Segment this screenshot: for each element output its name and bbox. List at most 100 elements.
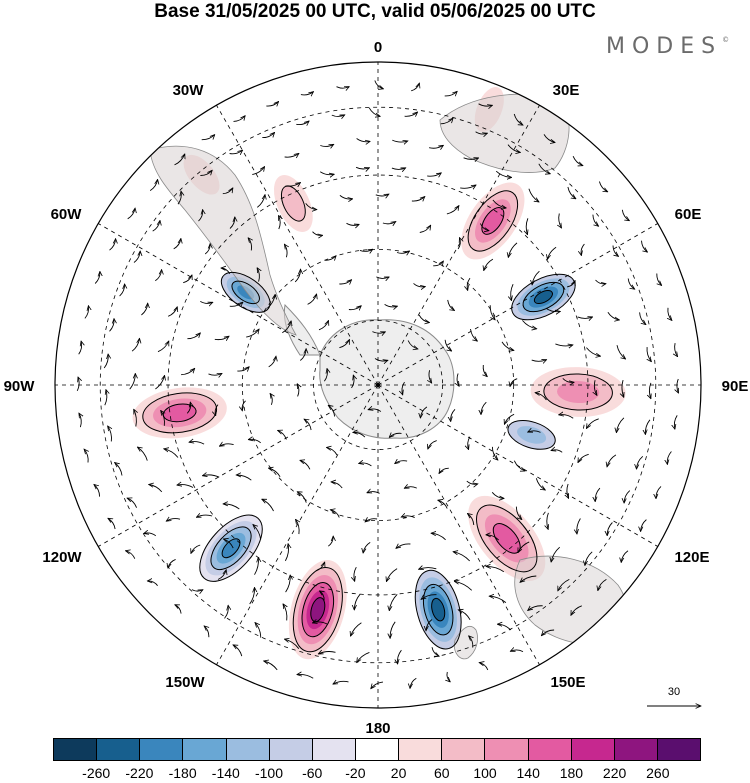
wind-vector [586,347,600,357]
wind-vector [624,490,631,504]
wind-vector [339,340,349,349]
wind-vector [318,321,329,331]
colorbar-swatch [54,739,98,760]
wind-vector [404,112,418,116]
colorbar-swatch [97,739,141,760]
wind-vector [84,306,89,319]
wind-vector [469,636,473,648]
wind-vector [375,194,389,196]
colorbar-swatch [269,739,313,760]
wind-vector [621,550,629,563]
wind-vector [103,354,108,369]
wind-vector [446,206,459,215]
wind-vector [330,510,340,518]
wind-vector [119,284,125,297]
wind-vector [656,486,662,498]
wind-vector [559,415,574,419]
wind-vector [282,321,291,334]
wind-vector [386,568,398,582]
wind-vector [339,280,351,284]
wind-vector [429,370,432,383]
wind-vector [368,107,380,117]
wind-vector [535,393,547,401]
contour-line [522,281,565,313]
wind-vector [221,268,231,275]
wind-vector [677,378,679,393]
wind-vector [307,294,317,305]
wind-vector [294,269,300,283]
wind-vector [76,377,79,392]
wind-vector [351,375,355,389]
wind-vector [607,522,613,536]
wind-vector [510,378,518,387]
wind-vector [444,339,452,351]
copyright-mark: © [722,36,730,44]
wind-vector [504,413,515,424]
wind-vector [196,515,213,517]
wind-vector [115,463,123,476]
wind-vectors [76,80,679,689]
meridian-line [98,384,379,547]
wind-vector [586,418,599,429]
wind-vector [428,145,443,148]
wind-vector [297,674,314,679]
wind-vector [248,439,261,444]
meridian-line [377,223,658,386]
wind-vector [581,243,585,255]
colorbar-swatch [485,739,529,760]
wind-vector [404,487,417,489]
wind-vector [191,544,201,554]
wind-vector [585,551,593,566]
contour-line [467,190,519,252]
wind-vector [204,244,210,255]
wind-vector [470,328,478,341]
wind-vector [483,364,487,377]
wind-vector [262,499,274,512]
wind-vector [607,454,617,467]
colorbar-tick-label: 60 [434,765,450,781]
wind-vector [214,336,229,339]
colorbar-tick-label: -260 [82,765,111,781]
wind-vector [304,419,312,431]
contour-line [292,567,343,653]
wind-vector [389,593,398,610]
anomaly-shading [387,84,417,139]
colorbar-swatch [355,739,400,760]
reference-vector: 30 [647,686,701,706]
wind-vector [164,449,179,458]
colorbar-labels: -260 -220 -180 -140 -100 -60 -20 20 60 100 140 180 2… [53,765,701,783]
latitude-circle [241,248,515,522]
wind-vector [656,273,662,286]
wind-vector [319,171,334,175]
lon-label-60e: 60E [675,206,702,223]
wind-vector [356,138,371,142]
wind-vector [559,213,562,229]
wind-vector [300,460,311,470]
wind-vector [253,525,262,540]
wind-vector [475,131,488,134]
wind-vector [674,415,678,429]
wind-vector [285,575,291,593]
wind-vector [147,581,158,586]
page-title: Base 31/05/2025 00 UTC, valid 05/06/2025… [154,1,596,22]
wind-vector [492,199,506,208]
wind-vector [627,278,635,290]
anomaly-shading [431,598,445,621]
wind-vector [390,621,396,639]
wind-vector [407,340,418,350]
wind-vector [189,442,205,445]
wind-vector [384,304,398,307]
wind-vector [447,671,450,682]
wind-vector [531,360,547,362]
wind-vector [641,240,648,252]
wind-vector [675,342,678,357]
wind-vector [297,492,307,503]
wind-vector [419,568,437,570]
wind-vector [127,208,135,220]
wind-vector [612,245,619,257]
wind-vector [354,593,361,610]
lon-label-90w: 90W [4,378,36,395]
wind-vector [296,121,309,125]
brand-logo: MODES© [606,34,729,59]
wind-vector [484,258,494,271]
